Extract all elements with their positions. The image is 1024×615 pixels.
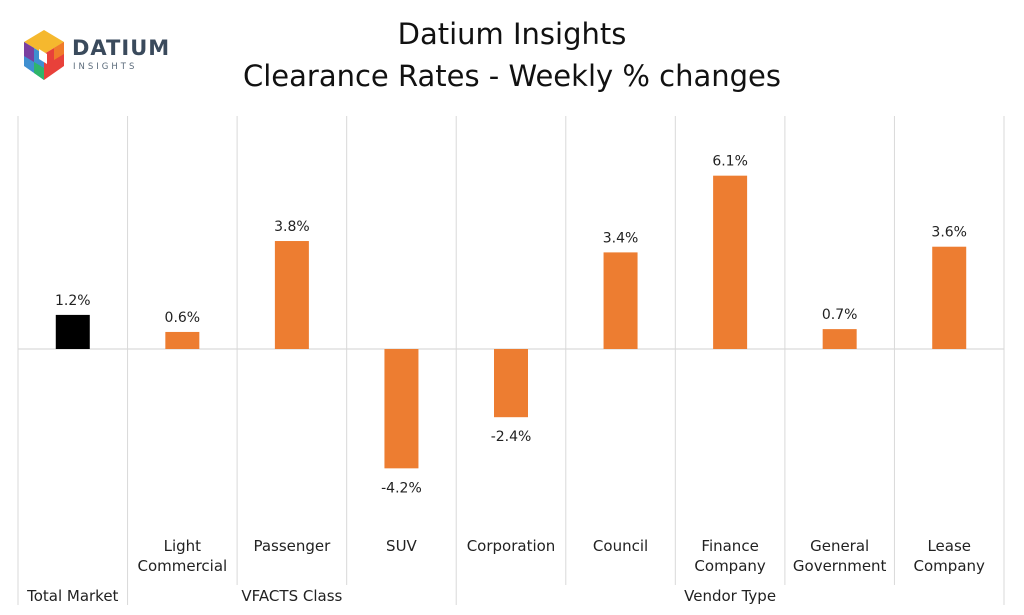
bar	[494, 349, 528, 418]
data-label: -4.2%	[381, 480, 422, 496]
bar	[165, 331, 200, 349]
category-label: Light	[164, 537, 202, 555]
bar	[603, 252, 638, 349]
data-label: 0.7%	[822, 307, 858, 323]
data-label: 3.6%	[931, 225, 967, 241]
datium-logo: DATIUM INSIGHTS	[24, 30, 170, 80]
logo-name: DATIUM	[72, 36, 170, 60]
category-label: Government	[793, 557, 887, 575]
category-label: Passenger	[253, 537, 331, 555]
category-label: Finance	[701, 537, 758, 555]
data-label: 6.1%	[712, 154, 748, 170]
bar	[713, 175, 748, 349]
data-label: 3.8%	[274, 219, 310, 235]
cube-icon	[24, 30, 64, 80]
group-label: Vendor Type	[684, 587, 776, 605]
chart-title-line-2: Clearance Rates - Weekly % changes	[243, 59, 781, 93]
category-label: Council	[593, 537, 648, 555]
bar	[274, 241, 309, 349]
category-label: Company	[914, 557, 985, 575]
group-label: VFACTS Class	[241, 587, 342, 605]
plot-area: 1.2% 0.6% Light Commercial 3.8% Passenger -4.2…	[17, 116, 1005, 605]
logo-subtitle: INSIGHTS	[73, 62, 137, 72]
category-label: Commercial	[137, 557, 227, 575]
data-label: 3.4%	[603, 230, 639, 246]
category-label: Company	[694, 557, 765, 575]
category-label: Corporation	[467, 537, 556, 555]
bar	[384, 349, 419, 469]
group-label: Total Market	[26, 587, 118, 605]
data-label: 1.2%	[55, 293, 91, 309]
category-label: Lease	[927, 537, 971, 555]
bar	[822, 329, 857, 349]
bar	[55, 314, 90, 349]
data-label: 0.6%	[165, 310, 201, 326]
category-label: General	[810, 537, 869, 555]
chart-title-line-1: Datium Insights	[398, 17, 627, 51]
category-label: SUV	[386, 537, 418, 555]
bar	[932, 246, 967, 349]
data-label: -2.4%	[491, 429, 532, 445]
